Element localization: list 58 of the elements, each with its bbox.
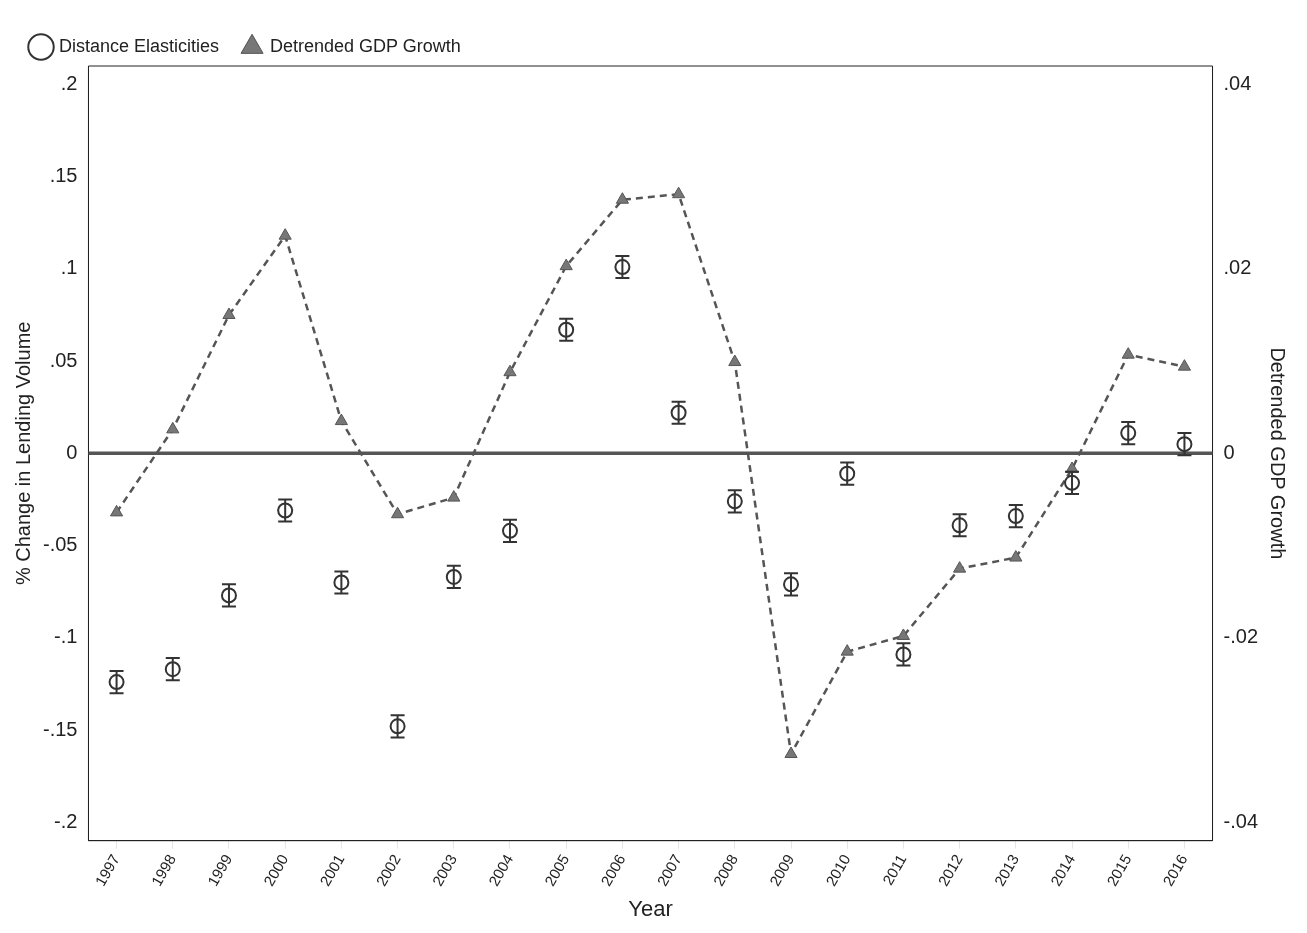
y-tick-label: -.1: [54, 625, 78, 648]
point: [784, 746, 798, 759]
point: [953, 561, 967, 573]
point: [615, 192, 629, 204]
y-tick-label: .15: [49, 164, 78, 187]
point: [839, 465, 856, 482]
point: [389, 718, 406, 735]
point: [672, 186, 686, 199]
point: [445, 568, 462, 585]
y2-tick-label: -.04: [1223, 809, 1259, 832]
point: [278, 228, 292, 240]
point: [334, 413, 348, 426]
point: [503, 364, 517, 377]
point: [558, 321, 575, 338]
point: [447, 490, 461, 502]
point: [108, 674, 125, 691]
point: [951, 517, 968, 534]
point: [164, 661, 181, 678]
point: [728, 354, 742, 367]
y2-tick-label: 0: [1223, 440, 1235, 463]
y-tick-label: -.05: [42, 533, 78, 556]
y2-tick-label: .04: [1223, 71, 1252, 94]
legend-label: Detrended GDP Growth: [270, 35, 461, 56]
point: [277, 502, 294, 519]
y-tick-label: -.2: [54, 809, 78, 832]
point: [1121, 347, 1135, 359]
point: [222, 307, 236, 320]
point: [501, 522, 518, 539]
y-tick-label: -.15: [42, 717, 78, 740]
point: [110, 504, 124, 517]
x-axis-title: Year: [628, 895, 673, 921]
y-tick-label: .05: [49, 348, 78, 371]
point: [1176, 436, 1193, 453]
y-axis-title: % Change in Lending Volume: [11, 321, 34, 586]
y-tick-label: 0: [66, 440, 78, 463]
point: [1064, 474, 1081, 491]
point: [220, 587, 237, 604]
point: [1120, 425, 1137, 442]
point: [614, 259, 631, 276]
point: [895, 646, 912, 663]
point: [1177, 359, 1191, 371]
point: [840, 644, 854, 656]
point: [391, 506, 405, 519]
point: [1009, 550, 1023, 562]
point: [896, 628, 910, 640]
point: [333, 574, 350, 591]
point: [1007, 508, 1024, 525]
point: [559, 258, 573, 271]
y-tick-label: .2: [60, 71, 78, 94]
y2-tick-label: .02: [1223, 256, 1252, 279]
y2-tick-label: -.02: [1223, 625, 1259, 648]
y2-axis-title: Detrended GDP Growth: [1267, 347, 1290, 560]
point: [670, 404, 687, 421]
y-tick-label: .1: [60, 256, 78, 279]
point: [726, 493, 743, 510]
point: [166, 421, 180, 434]
legend-label: Distance Elasticities: [59, 35, 220, 56]
point: [783, 576, 800, 593]
